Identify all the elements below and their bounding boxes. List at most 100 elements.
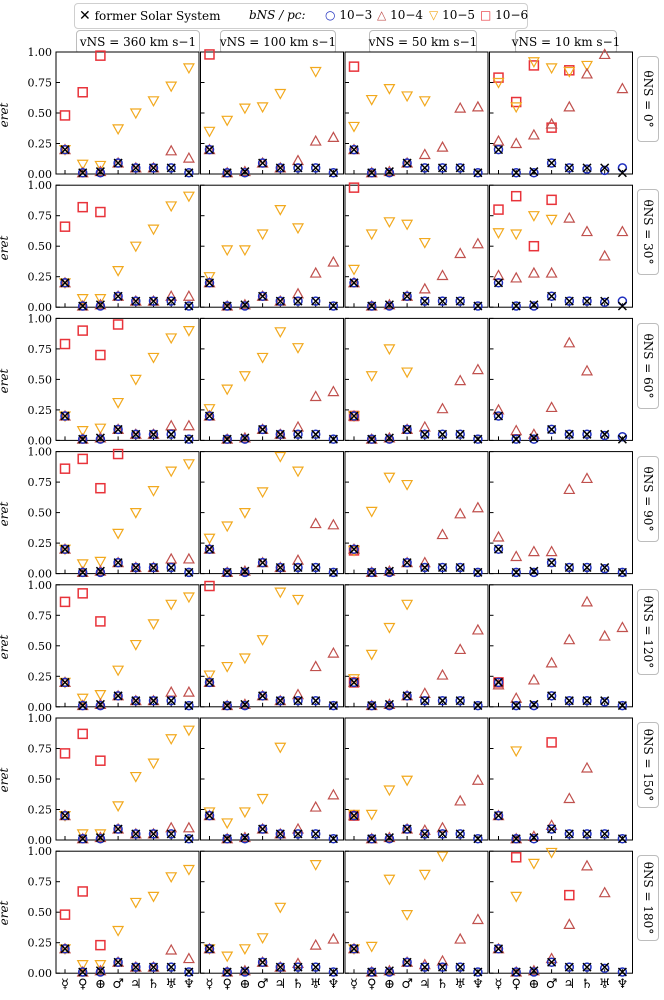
- circle-marker: [77, 301, 88, 311]
- former-cross-marker: [60, 811, 70, 821]
- former-cross-marker: [166, 429, 176, 439]
- triangle-up-marker: [309, 134, 322, 146]
- triangle-down-marker: [401, 91, 414, 103]
- triangle-down-marker: [418, 96, 431, 108]
- y-tick-label: 0.25: [28, 271, 53, 284]
- former-cross-marker: [166, 163, 176, 173]
- x-tick-label: ♄: [581, 977, 593, 992]
- former-cross-marker: [547, 558, 557, 568]
- triangle-up-marker: [563, 918, 576, 930]
- circle-marker: [95, 834, 106, 844]
- x-tick-label: ♃: [274, 977, 286, 992]
- triangle-down-marker: [436, 851, 449, 863]
- circle-marker: [275, 562, 286, 573]
- former-cross-marker: [184, 701, 194, 711]
- circle-marker: [166, 163, 176, 173]
- legend-label-b1e3: 10−3: [339, 8, 373, 22]
- triangle-up-marker: [94, 698, 107, 709]
- circle-marker: [384, 700, 395, 711]
- y-tick-label: 1.00: [28, 845, 53, 858]
- former-cross-marker: [349, 544, 359, 554]
- former-cross-marker: [275, 163, 285, 173]
- circle-marker: [599, 430, 610, 441]
- former-cross-marker: [600, 429, 610, 439]
- panel-frame: [489, 317, 633, 441]
- square-marker: [528, 240, 540, 252]
- former-cross-marker: [204, 811, 215, 821]
- x-tick-label: ♅: [599, 977, 611, 992]
- circle-marker: [349, 411, 359, 421]
- triangle-down-marker: [221, 951, 234, 963]
- legend-entry-b1e4: △ 10−4: [377, 8, 423, 22]
- triangle-down-marker: [527, 858, 540, 870]
- triangle-down-marker: [238, 103, 251, 115]
- triangle-up-marker: [545, 401, 558, 413]
- triangle-up-marker: [563, 483, 576, 495]
- circle-marker: [257, 824, 268, 834]
- triangle-down-marker: [94, 556, 107, 568]
- circle-marker: [148, 829, 159, 839]
- circle-marker: [546, 691, 557, 701]
- triangle-down-marker: [76, 294, 89, 305]
- triangle-down-marker: [401, 479, 414, 491]
- circle-marker: [310, 163, 321, 173]
- circle-marker: [473, 834, 483, 844]
- former-cross-marker: [131, 696, 141, 706]
- triangle-down-marker: [510, 746, 523, 758]
- circle-marker: [420, 296, 430, 306]
- circle-marker: [148, 962, 159, 972]
- circle-marker: [599, 165, 610, 176]
- circle-marker: [293, 562, 303, 573]
- former-cross-marker: [529, 833, 539, 843]
- triangle-up-marker: [94, 564, 107, 576]
- circle-marker: [402, 824, 412, 834]
- triangle-up-marker: [238, 831, 251, 843]
- row-title-0: θNS = 0°: [637, 56, 659, 142]
- former-cross-marker: [547, 158, 557, 168]
- triangle-down-marker-icon: ▽: [429, 8, 439, 22]
- circle-marker: [582, 296, 592, 306]
- former-cross-marker: [258, 291, 268, 301]
- triangle-up-marker: [471, 623, 484, 635]
- triangle-down-marker: [401, 775, 414, 787]
- circle-marker: [529, 967, 539, 977]
- triangle-down-marker: [165, 466, 178, 478]
- x-tick-label: ♂: [401, 977, 413, 992]
- former-cross-marker: [367, 301, 377, 311]
- y-tick-label: 0.75: [28, 609, 53, 622]
- triangle-down-marker: [76, 693, 89, 705]
- former-cross-marker: [113, 424, 123, 434]
- triangle-down-marker: [203, 272, 216, 283]
- former-cross-marker: [349, 411, 359, 421]
- cross-marker-icon: ✕: [79, 8, 91, 24]
- panel-frame: [344, 451, 489, 575]
- panel-frame: [200, 584, 344, 708]
- former-cross-marker: [131, 163, 141, 173]
- circle-marker: [184, 567, 194, 578]
- former-cross-marker: [473, 301, 483, 311]
- circle-marker: [437, 829, 448, 839]
- square-marker: [112, 448, 124, 460]
- circle-marker: [437, 429, 448, 440]
- triangle-down-marker: [256, 229, 269, 241]
- triangle-down-marker: [112, 266, 125, 277]
- triangle-down-marker: [147, 486, 160, 497]
- triangle-down-marker: [76, 159, 89, 171]
- former-cross-marker: [455, 962, 465, 972]
- circle-marker: [384, 834, 395, 844]
- circle-marker: [529, 700, 539, 711]
- circle-marker: [60, 278, 70, 288]
- triangle-up-marker: [327, 385, 340, 397]
- triangle-up-marker: [545, 656, 558, 668]
- legend-entry-b1e3: ○ 10−3: [325, 8, 372, 22]
- triangle-down-marker: [238, 944, 251, 956]
- former-cross-marker: [184, 967, 194, 977]
- circle-marker: [77, 434, 88, 444]
- triangle-up-marker: [563, 792, 576, 804]
- former-cross-marker: [95, 433, 105, 443]
- square-marker: [493, 72, 504, 83]
- panel-frame: [55, 317, 200, 441]
- square-marker: [493, 204, 504, 215]
- circle-marker: [60, 944, 70, 954]
- circle-marker: [582, 429, 592, 440]
